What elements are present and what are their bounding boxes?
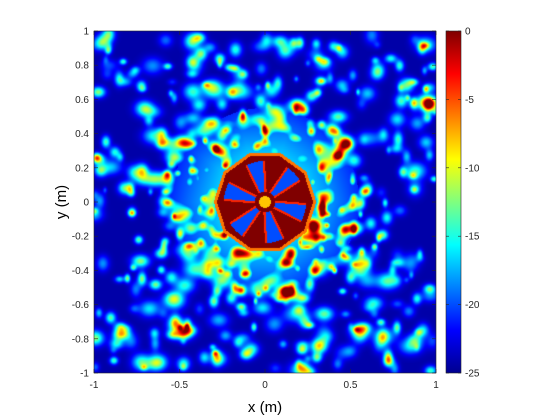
x-axis-label: x (m)	[248, 399, 282, 416]
heatmap-plot	[94, 31, 436, 373]
colorbar-gradient	[445, 30, 462, 374]
x-tick-label: -0.5	[171, 380, 189, 391]
x-tick-label: 1	[433, 380, 439, 391]
y-tick-label: -0.8	[72, 334, 90, 345]
colorbar-tick-label: -20	[465, 300, 480, 311]
colorbar: 0 -5 -10 -15 -20 -25	[445, 27, 480, 380]
y-tick-label: 0.6	[75, 95, 89, 106]
colorbar-tick-label: -25	[465, 369, 480, 380]
y-tick-label: -1	[80, 369, 89, 380]
x-tick-label: 0.5	[344, 380, 358, 391]
x-tick-label: 0	[262, 380, 268, 391]
y-tick-label: -0.4	[72, 266, 90, 277]
x-tick-label: -1	[90, 380, 99, 391]
colorbar-tick-label: -10	[465, 163, 480, 174]
y-tick-label: -0.6	[72, 300, 90, 311]
y-tick-label: -0.2	[72, 232, 90, 243]
y-tick-label: 0.4	[75, 129, 89, 140]
y-axis: -1 -0.8 -0.6 -0.4 -0.2 0 0.2 0.4 0.6 0.8 1	[72, 27, 436, 380]
y-tick-label: 0.8	[75, 61, 89, 72]
y-tick-label: 0.2	[75, 163, 89, 174]
colorbar-tick-label: -5	[465, 95, 474, 106]
y-axis-label: y (m)	[53, 185, 70, 219]
heatmap-image	[94, 31, 436, 373]
x-axis: -1 -0.5 0 0.5 1	[90, 31, 439, 391]
colorbar-tick-label: 0	[465, 27, 471, 38]
y-tick-label: 1	[83, 27, 89, 38]
colorbar-tick-label: -15	[465, 232, 480, 243]
colorbar-ticks: 0 -5 -10 -15 -20 -25	[446, 27, 480, 380]
y-tick-label: 0	[83, 198, 89, 209]
